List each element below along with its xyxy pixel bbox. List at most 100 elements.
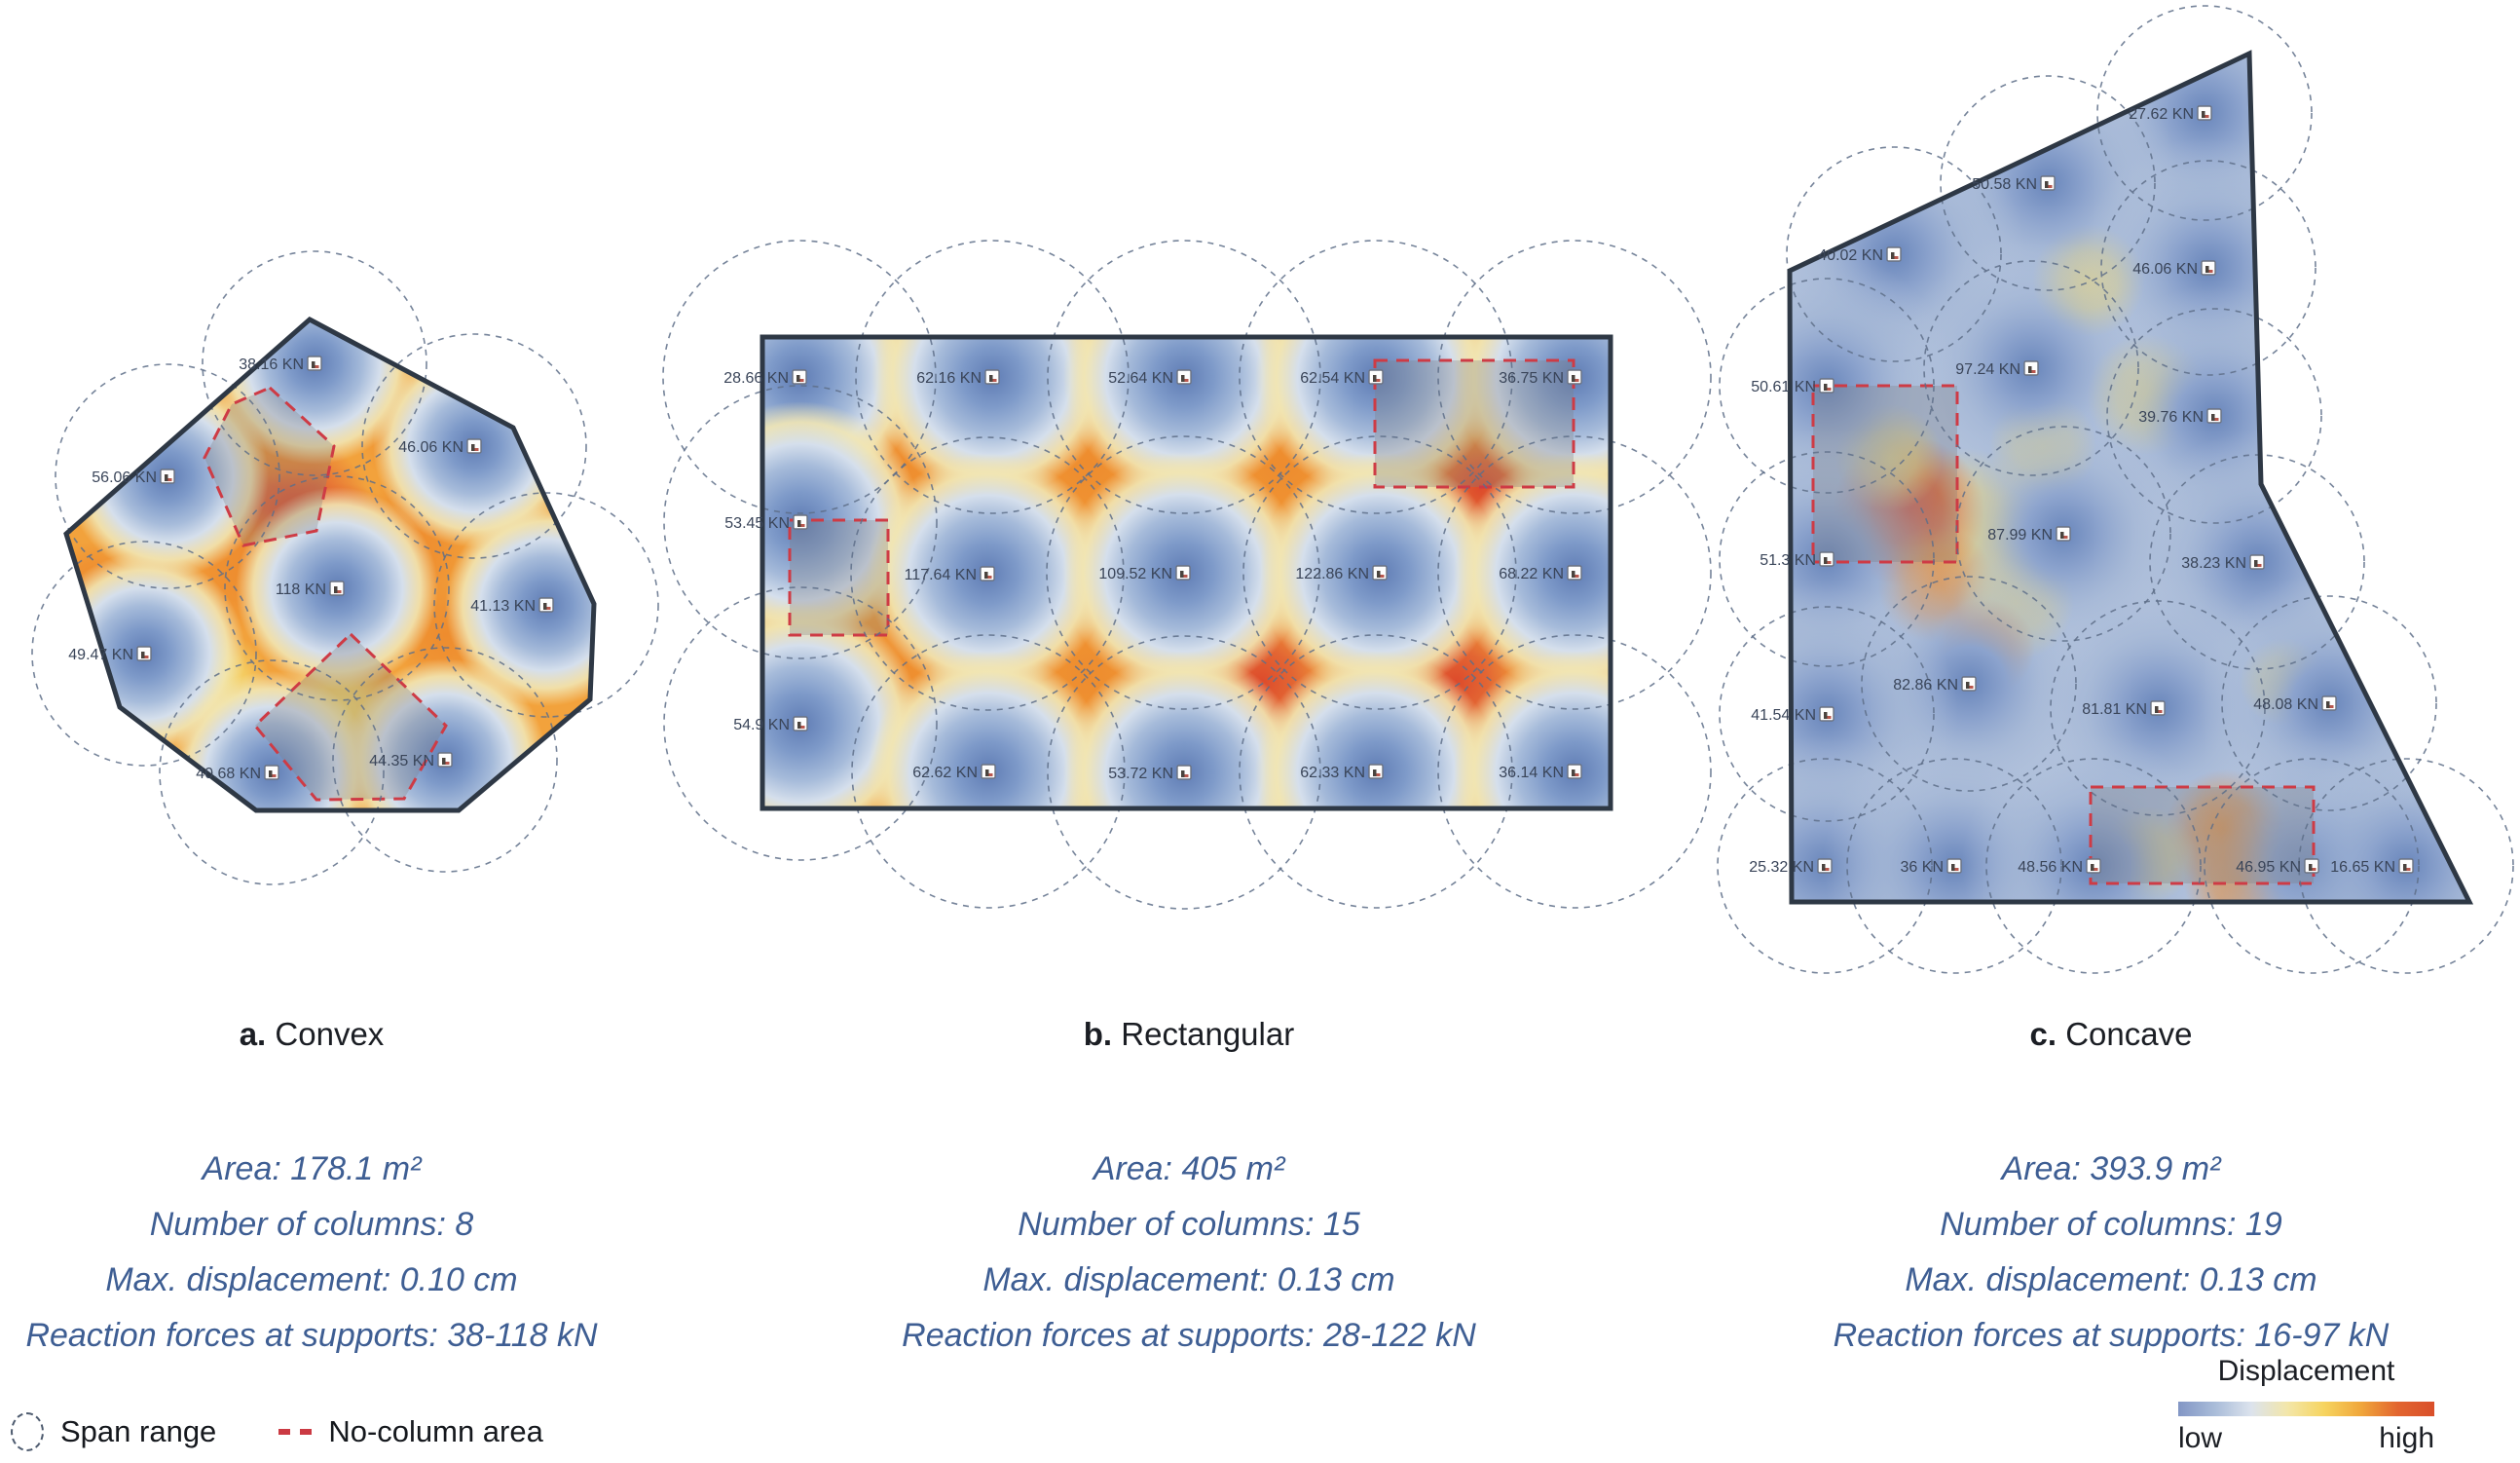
span-range-circle xyxy=(224,475,450,701)
span-range-circle xyxy=(1719,451,1935,667)
span-range-circle xyxy=(2050,600,2266,816)
no-column-area xyxy=(252,631,448,802)
column-marker xyxy=(1567,565,1582,581)
column-marker-glyph xyxy=(337,590,342,593)
stat-reactions: Reaction forces at supports: 38-118 kN xyxy=(25,1317,598,1354)
column-marker-glyph xyxy=(1373,375,1377,382)
span-range-circle xyxy=(1437,435,1712,710)
span-range-circle xyxy=(2096,5,2313,221)
column-marker xyxy=(437,752,453,768)
column-load-label: 87.99 KN xyxy=(1987,527,2053,544)
column-load-label: 28.66 KN xyxy=(723,370,789,387)
column-marker xyxy=(2197,105,2212,121)
column-marker xyxy=(2206,408,2222,424)
column-marker xyxy=(329,581,345,596)
column-marker xyxy=(2249,554,2265,570)
column-marker-glyph xyxy=(1184,379,1189,382)
column-marker-glyph xyxy=(1575,773,1579,776)
column-marker-glyph xyxy=(1572,375,1575,382)
no-column-area xyxy=(2089,785,2316,885)
column-load-label: 46.06 KN xyxy=(2132,261,2198,278)
stat-reactions: Reaction forces at supports: 16-97 kN xyxy=(1833,1317,2390,1354)
column-marker-glyph xyxy=(445,762,450,765)
caption-title: a. Convex xyxy=(0,1018,682,1051)
column-load-label: 39.76 KN xyxy=(2138,409,2204,426)
column-marker-glyph xyxy=(1966,682,1970,689)
column-marker xyxy=(1567,369,1582,385)
column-load-label: 68.22 KN xyxy=(1499,566,1564,582)
column-load-label: 40.02 KN xyxy=(1818,247,1883,264)
floor-outline xyxy=(760,334,1613,811)
column-load-label: 44.35 KN xyxy=(369,753,434,769)
column-marker-glyph xyxy=(144,656,149,658)
column-marker xyxy=(1819,551,1834,567)
column-marker-glyph xyxy=(800,524,805,527)
displacement-high-label: high xyxy=(2379,1422,2434,1454)
column-marker-glyph xyxy=(2028,366,2032,373)
column-marker xyxy=(307,356,322,371)
column-marker xyxy=(1372,565,1388,581)
column-marker-glyph xyxy=(2158,710,2163,713)
stat-columns: Number of columns: 8 xyxy=(149,1206,474,1243)
column-load-label: 109.52 KN xyxy=(1098,566,1172,582)
column-load-label: 52.64 KN xyxy=(1108,370,1173,387)
no-column-icon xyxy=(278,1429,313,1435)
column-load-label: 36 KN xyxy=(1901,859,1944,876)
column-marker-glyph xyxy=(988,773,993,776)
stat-area: Area: 178.1 m² xyxy=(202,1150,422,1187)
column-marker-glyph xyxy=(2202,111,2205,118)
no-column-area xyxy=(1373,358,1575,489)
caption-index: c. xyxy=(2029,1016,2057,1052)
column-marker-glyph xyxy=(2205,266,2209,273)
column-marker-glyph xyxy=(2326,701,2330,708)
column-marker xyxy=(1961,676,1977,692)
stat-reactions: Reaction forces at supports: 28-122 kN xyxy=(902,1317,1476,1354)
column-marker-glyph xyxy=(1954,868,1959,871)
column-marker-glyph xyxy=(269,770,273,777)
caption-stats: Area: 393.9 m² Number of columns: 19 Max… xyxy=(1741,1142,2481,1364)
column-marker xyxy=(2056,526,2071,542)
column-marker-glyph xyxy=(165,474,168,481)
column-load-label: 62.54 KN xyxy=(1300,370,1365,387)
column-load-label: 50.61 KN xyxy=(1751,379,1816,395)
column-marker-glyph xyxy=(1824,557,1828,564)
span-range-circle xyxy=(2221,595,2437,811)
column-load-label: 48.56 KN xyxy=(2018,859,2083,876)
column-marker-glyph xyxy=(987,576,992,579)
no-column-area xyxy=(1811,384,1959,564)
column-marker xyxy=(1175,565,1191,581)
column-marker-glyph xyxy=(471,444,475,451)
column-marker-glyph xyxy=(2254,560,2258,567)
stat-displacement: Max. displacement: 0.13 cm xyxy=(1905,1261,2317,1298)
column-load-label: 36.75 KN xyxy=(1499,370,1564,387)
column-marker-glyph xyxy=(2063,536,2068,539)
column-marker xyxy=(792,369,807,385)
span-range-circle xyxy=(662,240,937,514)
stat-displacement: Max. displacement: 0.10 cm xyxy=(105,1261,518,1298)
stat-area: Area: 405 m² xyxy=(1093,1150,1285,1187)
span-range-circle xyxy=(1239,634,1513,909)
span-range-circle xyxy=(1861,576,2077,792)
no-column-area xyxy=(203,386,336,547)
column-marker-glyph xyxy=(985,769,989,776)
column-marker xyxy=(793,514,808,530)
stat-columns: Number of columns: 15 xyxy=(1018,1206,1360,1243)
caption-title: c. Concave xyxy=(1741,1018,2481,1051)
column-marker-glyph xyxy=(797,722,801,729)
legend: Span range No-column area xyxy=(11,1412,543,1451)
span-range-circle xyxy=(202,250,427,476)
span-range-circle xyxy=(1940,75,2156,291)
caption-stats: Area: 178.1 m² Number of columns: 8 Max.… xyxy=(0,1142,682,1364)
span-range-circle xyxy=(2298,758,2514,974)
column-load-label: 36.14 KN xyxy=(1499,765,1564,781)
column-marker-glyph xyxy=(797,375,800,382)
column-load-label: 51.3 KN xyxy=(1760,552,1816,569)
column-marker xyxy=(466,438,482,454)
column-marker-glyph xyxy=(799,379,804,382)
span-range-circle xyxy=(1719,606,1935,822)
column-load-label: 46.06 KN xyxy=(398,439,463,456)
span-range-circle xyxy=(2100,160,2316,376)
column-marker-glyph xyxy=(989,375,993,382)
column-load-label: 38.23 KN xyxy=(2181,555,2246,572)
